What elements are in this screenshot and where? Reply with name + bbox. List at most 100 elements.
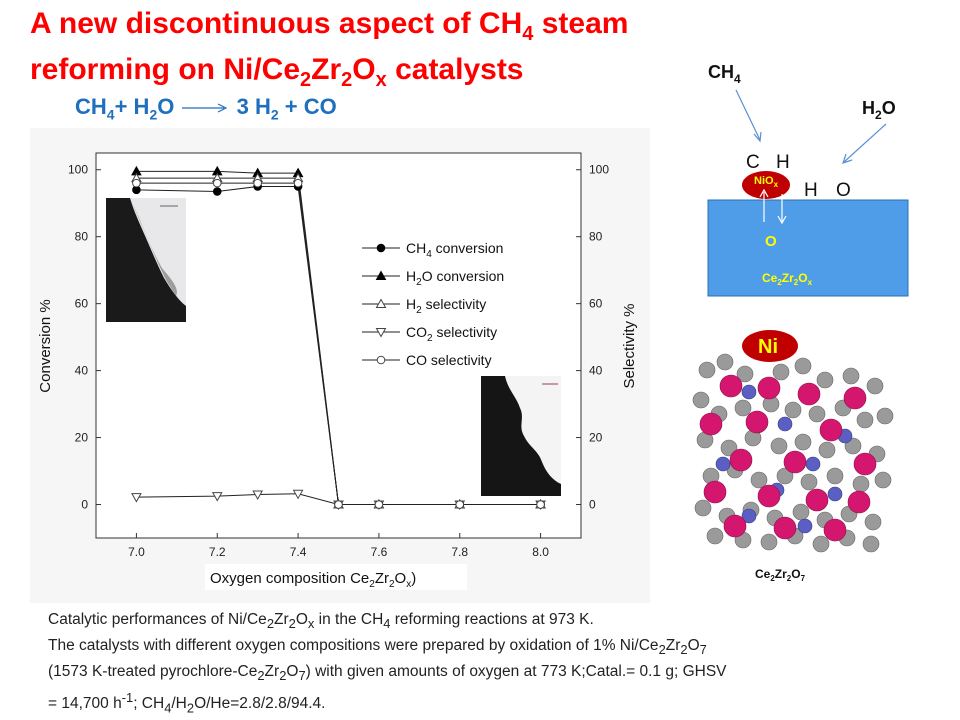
h-atom-label-right: H [804, 180, 818, 201]
cerium-atom [805, 488, 829, 512]
cerium-atom [847, 490, 871, 514]
cerium-atom [773, 516, 797, 540]
niox-label: NiOx [754, 175, 779, 189]
data-point [212, 187, 222, 196]
atoms-layer [692, 353, 894, 553]
y-right-tick-label: 0 [589, 498, 596, 512]
cerium-atom [853, 452, 877, 476]
reaction-o: O [157, 94, 175, 119]
data-point [131, 493, 142, 503]
y-right-tick-label: 60 [589, 297, 603, 311]
oxygen-atom [862, 535, 880, 553]
x-axis-title-box [205, 564, 467, 590]
support-o-label: O [765, 233, 777, 250]
pyrochlore-crystal-structure: Ni Ce2Zr2O7 [692, 330, 894, 583]
cerium-atom [723, 514, 747, 538]
oxygen-atom [876, 407, 894, 425]
data-point [375, 270, 387, 280]
data-point [376, 243, 386, 253]
crystal-structure-label: Ce2Zr2O7 [755, 567, 806, 583]
oxygen-atom [772, 363, 790, 381]
oxygen-atom [770, 437, 788, 455]
x-tick-label: 7.4 [290, 545, 307, 559]
oxygen-atom [794, 357, 812, 375]
caption-line-2: The catalysts with different oxygen comp… [48, 637, 707, 658]
data-point [375, 328, 387, 338]
oxygen-atom [776, 467, 794, 485]
oxygen-atom [816, 371, 834, 389]
data-point [252, 490, 264, 500]
zirconium-atom [741, 508, 757, 524]
reaction-plus-h: + H [114, 94, 150, 119]
title-text-a: A new discontinuous aspect of CH [30, 7, 523, 40]
tem-image-left [106, 198, 186, 322]
x-axis-title: Oxygen composition Ce2Zr2Ox) [210, 570, 416, 590]
y-left-tick-label: 20 [75, 431, 89, 445]
figure-caption: Catalytic performances of Ni/Ce2Zr2Ox in… [48, 609, 928, 720]
data-point [293, 178, 303, 188]
x-tick-label: 7.2 [209, 545, 226, 559]
reaction-equation: CH4+ H2O 3 H2 + CO [75, 94, 337, 122]
caption-line-1: Catalytic performances of Ni/Ce2Zr2Ox in… [48, 611, 594, 632]
cerium-atom [843, 386, 867, 410]
cerium-atom [783, 450, 807, 474]
oxygen-atom [842, 367, 860, 385]
y-left-tick-label: 80 [75, 230, 89, 244]
oxygen-atom [856, 411, 874, 429]
reaction-arrow-icon [182, 103, 228, 113]
slide-title: A new discontinuous aspect of CH4 steam … [30, 6, 790, 98]
series-line [136, 182, 541, 506]
zirconium-atom [797, 518, 813, 534]
oxygen-atom [792, 503, 810, 521]
data-point [374, 500, 384, 509]
legend-layer: CH4 conversion H2O conversion H2 selectivi… [362, 240, 504, 368]
o-up-arrow-head-icon [759, 188, 769, 198]
data-point [211, 492, 223, 502]
data-point [253, 178, 262, 188]
reaction-sub-2a: 2 [149, 106, 158, 123]
y-left-tick-label: 0 [81, 498, 88, 512]
cerium-atom [729, 448, 753, 472]
mechanism-schematic: CH4 H2O C H NiOx H O O Ce2Zr2Ox [707, 62, 909, 297]
oxygen-atom [874, 471, 892, 489]
legend-label: CO selectivity [406, 352, 492, 368]
data-point [375, 298, 387, 308]
oxygen-atom [784, 401, 802, 419]
cerium-atom [757, 484, 781, 508]
ni-badge [742, 330, 798, 362]
oxygen-atom [698, 361, 716, 379]
ch4-arrow-line [735, 89, 761, 141]
caption-line-3: (1573 K-treated pyrochlore-Ce2Zr2O7) wit… [48, 663, 727, 684]
title-line-2: reforming on Ni/Ce2Zr2Ox catalysts [30, 52, 790, 98]
cerium-atom [757, 376, 781, 400]
title-text-e: O [352, 53, 376, 86]
legend-label: CH4 conversion [406, 240, 503, 260]
oxygen-atom [852, 475, 870, 493]
oxygen-atom [826, 467, 844, 485]
oxygen-atom [812, 535, 830, 553]
title-text-b: steam [533, 7, 629, 40]
cerium-atom [823, 518, 847, 542]
zirconium-atom [741, 384, 757, 400]
axes-layer: 7.0 7.2 7.4 7.6 7.8 8.0 0 0 20 20 40 40 60 60 80 80 100 1… [68, 163, 609, 559]
support-label: Ce2Zr2Ox [762, 271, 813, 287]
title-sub-c: x [375, 69, 387, 91]
y-right-tick-label: 80 [589, 230, 603, 244]
title-text-c: reforming on Ni/Ce [30, 53, 301, 86]
cerium-atom [745, 410, 769, 434]
reaction-ch: CH [75, 94, 107, 119]
o-atom-label-right: O [836, 180, 851, 201]
y-axis-right-title: Selectivity % [621, 303, 638, 388]
reaction-plus-co: + CO [278, 94, 337, 119]
y-right-tick-label: 20 [589, 431, 603, 445]
y-right-tick-label: 100 [589, 163, 609, 177]
oxygen-atom [866, 377, 884, 395]
h2o-arrow-head-icon [842, 153, 853, 164]
title-text-d: Zr [311, 53, 342, 86]
conversion-selectivity-chart: 7.0 7.2 7.4 7.6 7.8 8.0 0 0 20 20 40 40 60 60 80 80 100 1… [37, 152, 638, 590]
h2o-label: H2O [862, 98, 896, 122]
data-point [536, 500, 545, 509]
oxygen-atom [794, 433, 812, 451]
data-point [376, 355, 386, 365]
oxygen-atom [692, 391, 710, 409]
